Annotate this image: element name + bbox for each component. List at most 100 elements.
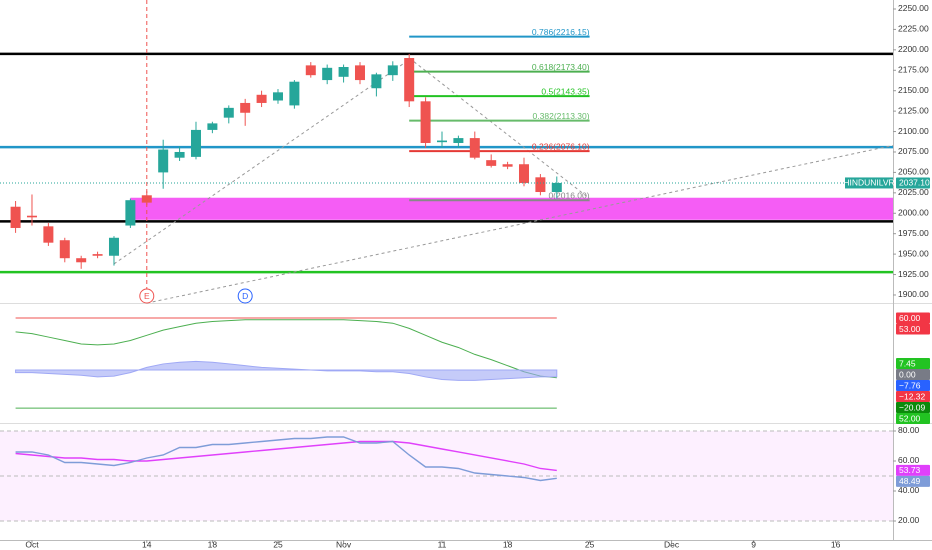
y-tick-label: 20.00 — [898, 515, 920, 525]
x-tick-label: 11 — [438, 539, 447, 549]
y-tick-label: 2050.00 — [898, 167, 929, 177]
candle-body — [502, 164, 513, 167]
candle-body — [125, 200, 136, 226]
candle-body — [453, 138, 464, 143]
candle-body — [223, 107, 234, 118]
candle-body — [207, 123, 218, 130]
trend-line — [408, 57, 590, 199]
x-tick-label: 9 — [751, 539, 756, 549]
y-tick-label: 2250.00 — [898, 3, 929, 13]
candle-body — [371, 74, 382, 89]
value-badge-box — [896, 369, 930, 381]
x-tick-label: 25 — [273, 539, 283, 549]
value-badge: −20.09 — [899, 402, 926, 412]
candle-body — [469, 138, 480, 158]
candle-body — [338, 67, 349, 77]
fib-label: 0(2016.00) — [548, 190, 589, 200]
candle-body — [486, 160, 497, 166]
y-tick-label: 2125.00 — [898, 105, 929, 115]
fib-label: 0.236(2076.10) — [532, 141, 590, 151]
candle-body — [10, 206, 21, 228]
candle-body — [322, 67, 333, 81]
y-tick-label: 80.00 — [898, 425, 920, 435]
candle-body — [26, 215, 37, 218]
candle-body — [354, 65, 365, 81]
value-badge: 48.49 — [899, 476, 921, 486]
candle-body — [518, 164, 529, 184]
value-badge: 52.00 — [899, 413, 921, 423]
value-badge-box — [896, 402, 930, 414]
fib-label: 0.382(2113.30) — [533, 111, 590, 121]
value-badge: −7.76 — [899, 380, 921, 390]
candle-body — [404, 58, 415, 102]
x-tick-label: 18 — [208, 539, 218, 549]
candle-body — [59, 240, 70, 259]
y-tick-label: 2175.00 — [898, 65, 929, 75]
marker-label: D — [242, 291, 248, 301]
candle-body — [141, 195, 152, 203]
y-tick-label: 40.00 — [898, 485, 920, 495]
value-badge-box — [896, 323, 930, 335]
value-badge-box — [896, 391, 930, 403]
candle-body — [158, 149, 169, 173]
candle-body — [174, 151, 185, 158]
marker — [237, 288, 253, 304]
candle-body — [76, 258, 87, 263]
candle-body — [420, 101, 431, 143]
value-badge: 53.73 — [899, 465, 921, 475]
value-badge-box — [896, 312, 930, 324]
candle-body — [240, 102, 251, 113]
value-badge-box — [896, 464, 930, 476]
y-tick-label: 2100.00 — [898, 126, 929, 136]
candle-body — [305, 65, 316, 76]
y-tick-label: 60.00 — [898, 455, 920, 465]
candle-body — [108, 237, 119, 256]
last-price-label-box — [896, 177, 930, 189]
value-badge-box — [896, 358, 930, 370]
x-tick-label: Oct — [25, 539, 39, 549]
x-tick-label: 25 — [585, 539, 595, 549]
y-tick-label: 1975.00 — [898, 228, 929, 238]
value-badge-box — [896, 380, 930, 392]
value-badge-box — [896, 413, 930, 425]
y-tick-label: 1950.00 — [898, 248, 929, 258]
y-tick-label: 2075.00 — [898, 146, 929, 156]
oscillator-line — [15, 436, 557, 482]
value-badge-box — [896, 475, 930, 487]
candle-body — [387, 65, 398, 76]
fib-label: 0.5(2143.35) — [541, 86, 589, 96]
indicator-line — [15, 319, 557, 379]
value-badge: 0.00 — [899, 369, 916, 379]
candle-body — [289, 81, 300, 106]
y-tick-label: 2150.00 — [898, 85, 929, 95]
x-tick-label: Dec — [664, 539, 680, 549]
indicator-area — [15, 360, 558, 381]
candle-body — [256, 94, 267, 103]
x-tick-label: 14 — [142, 539, 152, 549]
fib-label: 0.786(2216.15) — [532, 27, 590, 37]
marker — [139, 288, 155, 304]
value-badge: 53.00 — [899, 324, 921, 334]
candle-body — [436, 140, 447, 143]
x-tick-label: Nov — [336, 539, 352, 549]
candle-body — [535, 177, 546, 193]
candle-body — [43, 226, 54, 243]
marker-label: E — [144, 291, 150, 301]
last-price-label: 2037.10 — [899, 178, 930, 188]
x-tick-label: 18 — [503, 539, 513, 549]
symbol-box — [845, 177, 893, 189]
y-tick-label: 2000.00 — [898, 208, 929, 218]
candle-body — [272, 92, 283, 101]
y-tick-label: 1900.00 — [898, 289, 929, 299]
value-badge: 60.00 — [899, 313, 921, 323]
x-tick-label: 16 — [831, 539, 841, 549]
symbol-label: HINDUNILVR — [843, 178, 894, 188]
candle-body — [92, 254, 103, 256]
zone — [130, 197, 893, 220]
oscillator-line — [15, 440, 557, 472]
y-tick-label: 2200.00 — [898, 44, 929, 54]
y-tick-label: 1925.00 — [898, 269, 929, 279]
y-tick-label: 2025.00 — [898, 187, 929, 197]
